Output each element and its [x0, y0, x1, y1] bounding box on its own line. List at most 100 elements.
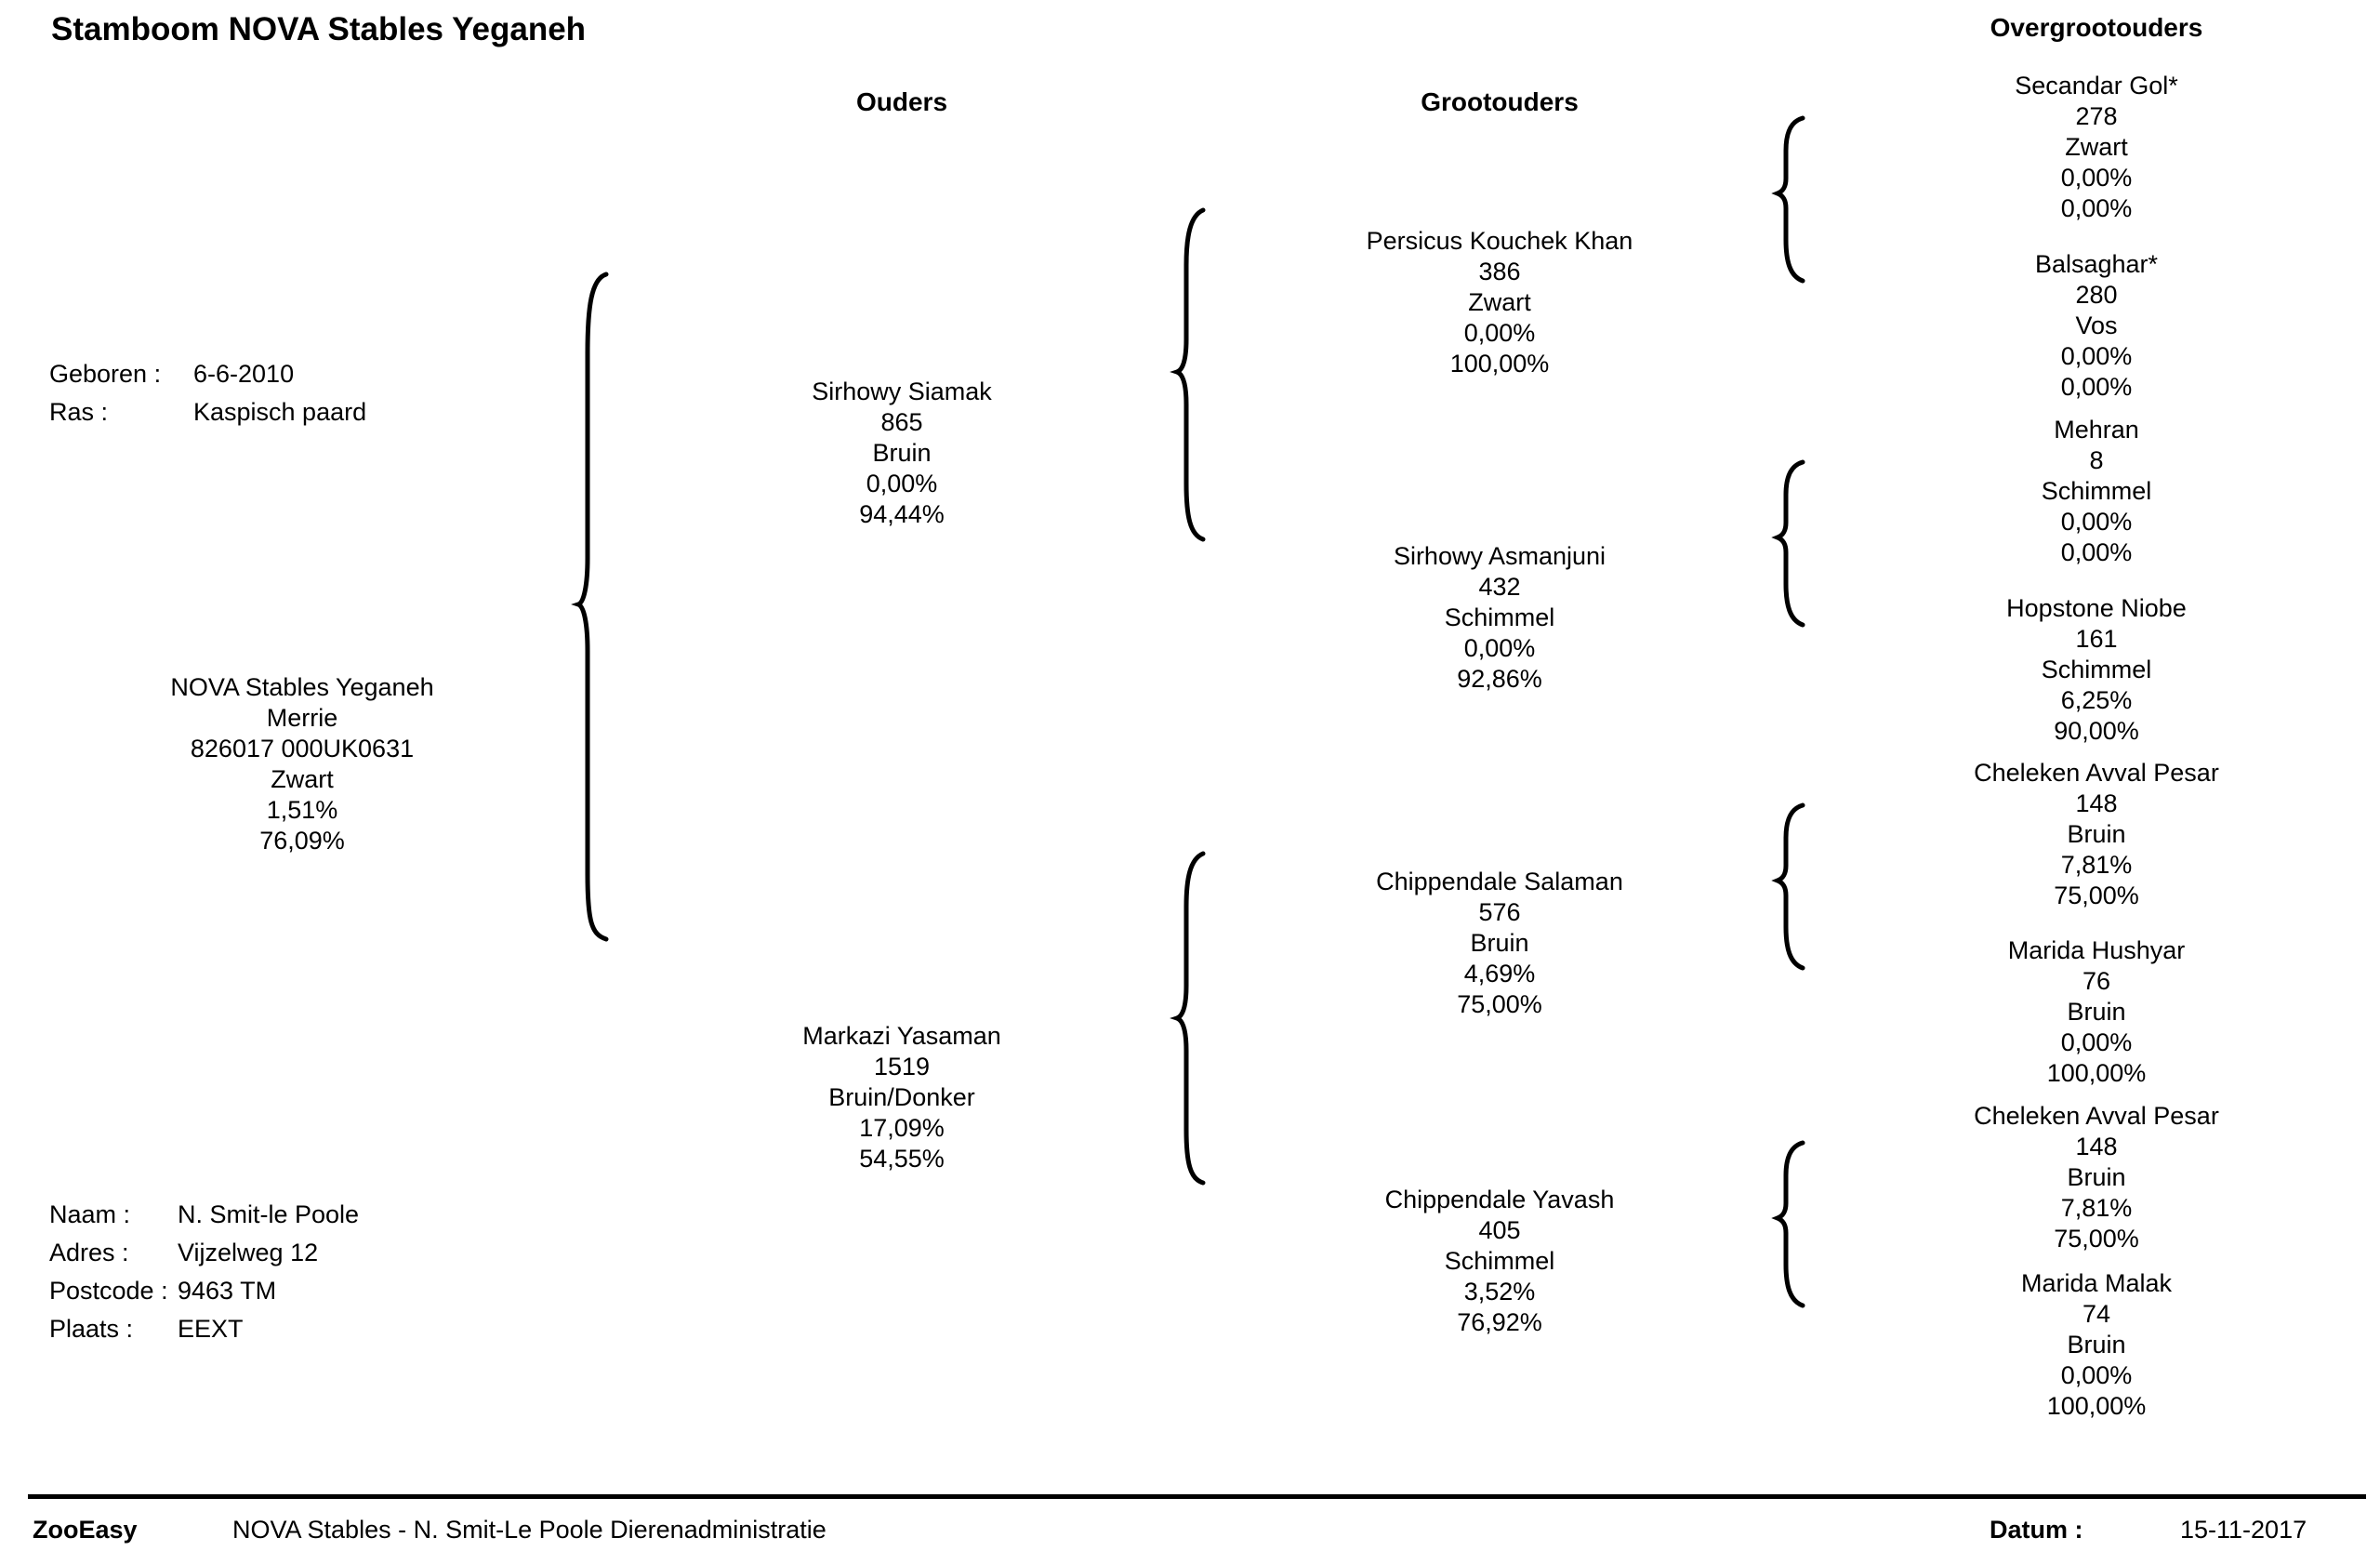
plaats-value: EEXT	[178, 1315, 244, 1343]
horse-number: 76	[2082, 967, 2111, 995]
horse-number: 405	[1478, 1216, 1521, 1244]
horse-p2: 76,92%	[1457, 1308, 1542, 1336]
horse-p2: 90,00%	[2054, 717, 2139, 745]
great-grandparent-6: Marida Hushyar 76 Bruin 0,00% 100,00%	[1892, 935, 2301, 1089]
horse-color: Bruin	[872, 439, 932, 467]
horse-p2: 100,00%	[2046, 1059, 2147, 1087]
horse-number: 865	[880, 408, 923, 436]
horse-number: 74	[2082, 1300, 2111, 1328]
horse-number: 576	[1478, 898, 1521, 926]
horse-color: Schimmel	[1444, 603, 1555, 631]
horse-p2: 100,00%	[2046, 1392, 2147, 1420]
horse-number: 278	[2075, 102, 2118, 130]
horse-number: 386	[1478, 258, 1521, 285]
horse-color: Schimmel	[1444, 1247, 1555, 1275]
brace-gp2	[1771, 459, 1805, 628]
horse-color: Bruin	[2067, 820, 2126, 848]
horse-p2: 0,00%	[2060, 194, 2133, 222]
postcode-value: 9463 TM	[178, 1277, 277, 1305]
horse-name: Marida Hushyar	[2007, 936, 2186, 964]
plaats-label: Plaats :	[49, 1315, 134, 1343]
great-grandparent-1: Secandar Gol* 278 Zwart 0,00% 0,00%	[1892, 71, 2301, 224]
footer-text: NOVA Stables - N. Smit-Le Poole Dierenad…	[232, 1516, 826, 1544]
postcode-label: Postcode :	[49, 1277, 168, 1305]
horse-name: Cheleken Avval Pesar	[1974, 1102, 2219, 1130]
horse-p1: 17,09%	[859, 1114, 945, 1142]
subject-p2: 76,09%	[259, 827, 345, 855]
horse-p1: 0,00%	[2060, 1361, 2133, 1389]
brace-sire	[1170, 207, 1206, 542]
brace-subject	[571, 272, 609, 942]
horse-p1: 6,25%	[2060, 686, 2133, 714]
horse-name: Hopstone Niobe	[2006, 594, 2187, 622]
horse-color: Bruin	[2067, 998, 2126, 1026]
horse-p1: 0,00%	[1463, 634, 1536, 662]
great-grandparent-3: Mehran 8 Schimmel 0,00% 0,00%	[1892, 415, 2301, 568]
adres-label: Adres :	[49, 1239, 129, 1266]
horse-p1: 0,00%	[866, 470, 938, 497]
grandparent-3: Chippendale Salaman 576 Bruin 4,69% 75,0…	[1295, 867, 1704, 1020]
horse-name: Sirhowy Asmanjuni	[1393, 542, 1606, 570]
horse-p1: 7,81%	[2060, 851, 2133, 879]
footer-divider	[28, 1494, 2366, 1499]
naam-value: N. Smit-le Poole	[178, 1200, 360, 1228]
page-title: Stamboom NOVA Stables Yeganeh	[51, 11, 587, 47]
horse-p1: 7,81%	[2060, 1194, 2133, 1222]
header-ouders: Ouders	[855, 87, 948, 116]
horse-p1: 3,52%	[1463, 1278, 1536, 1306]
horse-p2: 0,00%	[2060, 373, 2133, 401]
horse-color: Vos	[2075, 312, 2118, 339]
horse-number: 161	[2075, 625, 2118, 653]
horse-color: Schimmel	[2041, 477, 2152, 505]
horse-name: Mehran	[2054, 416, 2139, 444]
horse-number: 148	[2075, 1133, 2118, 1160]
horse-color: Zwart	[2065, 133, 2128, 161]
horse-p2: 94,44%	[859, 500, 945, 528]
adres-value: Vijzelweg 12	[178, 1239, 319, 1266]
ras-label: Ras :	[49, 398, 109, 426]
horse-p2: 75,00%	[2054, 882, 2139, 909]
subject-color: Zwart	[271, 765, 334, 793]
brace-dam	[1170, 851, 1206, 1186]
grandparent-1: Persicus Kouchek Khan 386 Zwart 0,00% 10…	[1295, 226, 1704, 379]
horse-number: 280	[2075, 281, 2118, 309]
footer-datum-value: 15-11-2017	[2180, 1516, 2307, 1544]
horse-color: Zwart	[1468, 288, 1531, 316]
horse-name: Secandar Gol*	[2015, 72, 2178, 99]
parent-sire: Sirhowy Siamak 865 Bruin 0,00% 94,44%	[697, 377, 1106, 530]
horse-p1: 0,00%	[2060, 1028, 2133, 1056]
horse-number: 1519	[873, 1053, 931, 1080]
horse-p1: 0,00%	[2060, 342, 2133, 370]
horse-p2: 75,00%	[1457, 990, 1542, 1018]
horse-number: 8	[2089, 446, 2104, 474]
horse-name: Sirhowy Siamak	[812, 378, 992, 405]
horse-p2: 75,00%	[2054, 1225, 2139, 1253]
horse-p1: 0,00%	[2060, 164, 2133, 192]
grandparent-4: Chippendale Yavash 405 Schimmel 3,52% 76…	[1295, 1185, 1704, 1338]
birth-info: Geboren : 6-6-2010 Ras : Kaspisch paard	[49, 355, 366, 431]
horse-color: Bruin	[1470, 929, 1529, 957]
horse-p1: 0,00%	[1463, 319, 1536, 347]
horse-p2: 0,00%	[2060, 538, 2133, 566]
geboren-value: 6-6-2010	[193, 360, 295, 388]
horse-color: Bruin	[2067, 1331, 2126, 1359]
horse-name: Markazi Yasaman	[802, 1022, 1001, 1050]
owner-info: Naam : N. Smit-le Poole Adres : Vijzelweg …	[49, 1196, 359, 1348]
horse-color: Schimmel	[2041, 656, 2152, 683]
horse-name: Cheleken Avval Pesar	[1974, 759, 2219, 787]
horse-p1: 0,00%	[2060, 508, 2133, 536]
brace-gp4	[1771, 1140, 1805, 1308]
horse-p2: 54,55%	[859, 1145, 945, 1173]
header-grootouders: Grootouders	[1421, 87, 1579, 116]
horse-name: Chippendale Salaman	[1376, 868, 1623, 895]
subject-sex: Merrie	[266, 704, 338, 732]
horse-name: Marida Malak	[2020, 1269, 2173, 1297]
horse-name: Persicus Kouchek Khan	[1366, 227, 1633, 255]
great-grandparent-7: Cheleken Avval Pesar 148 Bruin 7,81% 75,…	[1892, 1101, 2301, 1254]
great-grandparent-2: Balsaghar* 280 Vos 0,00% 0,00%	[1892, 249, 2301, 403]
footer-brand: ZooEasy	[33, 1516, 138, 1544]
horse-color: Bruin/Donker	[828, 1083, 975, 1111]
horse-p2: 100,00%	[1449, 350, 1550, 378]
brace-gp3	[1771, 802, 1805, 971]
horse-number: 148	[2075, 789, 2118, 817]
